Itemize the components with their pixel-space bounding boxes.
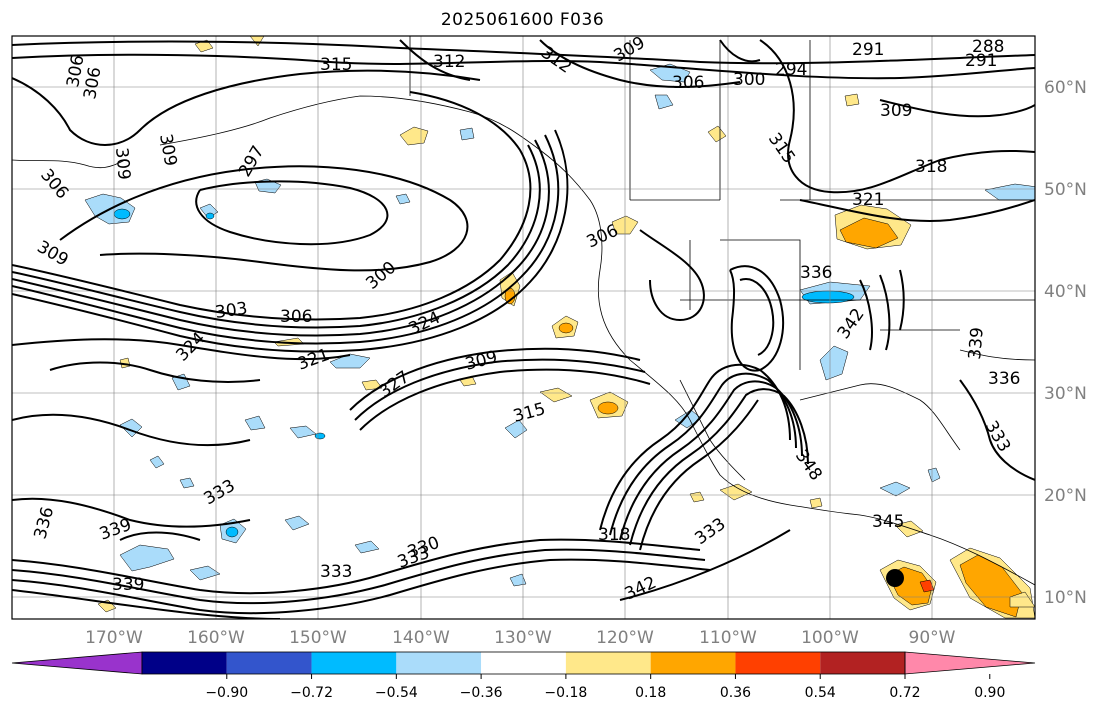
lon-label: 90°W xyxy=(909,628,956,648)
contour-label: 312 xyxy=(433,52,465,72)
contour-label: 306 xyxy=(672,73,704,93)
colorbar-segment xyxy=(396,652,482,674)
contour-label: 333 xyxy=(320,562,352,582)
lon-label: 170°W xyxy=(85,628,143,648)
negative-shading xyxy=(84,63,1035,587)
colorbar-frame xyxy=(141,651,906,675)
lon-label: 110°W xyxy=(699,628,757,648)
colorbar-segment xyxy=(820,652,905,674)
contour-label: 336 xyxy=(800,263,832,283)
lat-label: 40°N xyxy=(1044,282,1087,302)
colorbar-segment xyxy=(226,652,312,674)
colorbar-tick-label: 0.18 xyxy=(635,685,666,701)
contour-label: 318 xyxy=(598,525,630,545)
contour-labels: 315 312 312 309 306 300 294 291 288 291 … xyxy=(31,33,1021,605)
ocean-background xyxy=(12,36,1035,619)
colorbar-segment xyxy=(311,652,397,674)
lon-label: 140°W xyxy=(392,628,450,648)
colorbar-segment xyxy=(650,652,736,674)
lat-label: 50°N xyxy=(1044,180,1087,200)
lat-label: 10°N xyxy=(1044,588,1087,608)
contour-label: 315 xyxy=(320,55,352,75)
lat-label: 30°N xyxy=(1044,384,1087,404)
coastlines xyxy=(12,36,1035,586)
lon-label: 120°W xyxy=(596,628,654,648)
colorbar-ticks: −0.90 −0.72 −0.54 −0.36 −0.18 0.18 0.36 0.54 0.7… xyxy=(205,674,1005,701)
lat-label: 60°N xyxy=(1044,78,1087,98)
lon-label: 100°W xyxy=(801,628,859,648)
location-marker xyxy=(886,569,904,587)
contour-label: 303 xyxy=(214,299,249,323)
contour-label: 318 xyxy=(915,157,947,177)
colorbar-segment xyxy=(904,651,1036,675)
colorbar-segment xyxy=(11,651,143,675)
contour-label: 339 xyxy=(112,575,144,595)
lon-label: 150°W xyxy=(289,628,347,648)
contour-label: 309 xyxy=(111,147,134,181)
contour-label: 291 xyxy=(965,51,997,71)
colorbar: −0.90 −0.72 −0.54 −0.36 −0.18 0.18 0.36 0.54 0.7… xyxy=(11,651,1036,701)
contour-label: 294 xyxy=(775,60,807,80)
colorbar-tick-label: −0.90 xyxy=(205,685,248,701)
contour-label: 288 xyxy=(972,37,1004,57)
longitude-labels: 170°W 160°W 150°W 140°W 130°W 120°W 110°… xyxy=(85,628,956,648)
colorbar-segment xyxy=(565,652,651,674)
contour-label: 309 xyxy=(880,101,912,121)
contour-label: 291 xyxy=(852,40,884,60)
colorbar-tick-label: 0.54 xyxy=(805,685,836,701)
colorbar-tick-label: −0.18 xyxy=(544,685,587,701)
map-frame xyxy=(11,35,1036,620)
contour-label: 339 xyxy=(965,326,988,360)
theta-contours xyxy=(12,39,1035,619)
colorbar-tick-label: 0.72 xyxy=(889,685,920,701)
lon-label: 160°W xyxy=(187,628,245,648)
contour-label: 336 xyxy=(988,369,1020,389)
colorbar-tick-label: 0.90 xyxy=(974,685,1005,701)
colorbar-tick-label: −0.72 xyxy=(290,685,333,701)
colorbar-tick-label: −0.36 xyxy=(460,685,503,701)
colorbar-segments xyxy=(11,651,1036,675)
contour-label: 300 xyxy=(733,70,765,90)
colorbar-tick-label: 0.36 xyxy=(720,685,751,701)
colorbar-segment xyxy=(481,652,566,674)
contour-label: 306 xyxy=(280,307,312,327)
colorbar-segment xyxy=(142,652,227,674)
contour-label: 345 xyxy=(872,512,904,532)
latitude-labels: 60°N 50°N 40°N 30°N 20°N 10°N xyxy=(1044,78,1087,608)
lon-label: 130°W xyxy=(494,628,552,648)
colorbar-segment xyxy=(735,652,821,674)
map-panel: 315 312 312 309 306 300 294 291 288 291 … xyxy=(11,33,1036,620)
map-title: 2025061600 F036 xyxy=(440,10,605,30)
colorbar-tick-label: −0.54 xyxy=(375,685,418,701)
lat-label: 20°N xyxy=(1044,486,1087,506)
contour-label: 321 xyxy=(852,190,884,210)
